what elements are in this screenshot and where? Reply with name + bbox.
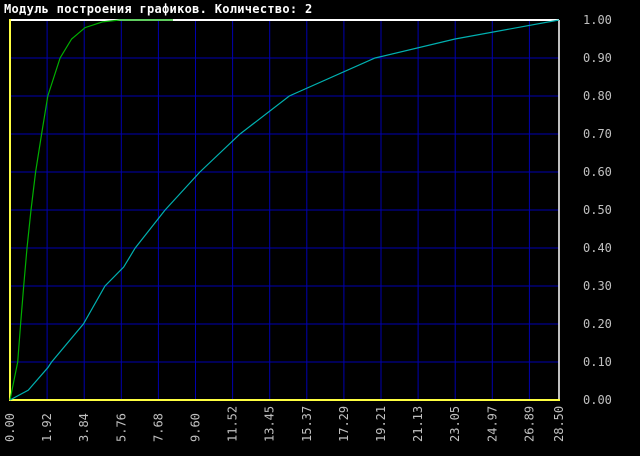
x-tick-label: 5.76 [114,413,128,442]
window-title: Модуль построения графиков. Количество: … [4,2,313,16]
x-tick-label: 3.84 [77,413,91,442]
y-tick-label: 0.40 [583,241,612,255]
x-tick-label: 13.45 [263,406,277,442]
y-tick-label: 0.60 [583,165,612,179]
y-tick-label: 0.50 [583,203,612,217]
y-tick-label: 0.90 [583,51,612,65]
y-tick-label: 1.00 [583,13,612,27]
series-line-1 [9,19,173,401]
x-tick-label: 21.13 [411,406,425,442]
y-tick-label: 0.70 [583,127,612,141]
x-tick-label: 7.68 [151,413,165,442]
x-tick-label: 15.37 [300,406,314,442]
y-tick-label: 0.30 [583,279,612,293]
y-tick-label: 0.20 [583,317,612,331]
x-tick-label: 11.52 [226,406,240,442]
y-tick-label: 0.80 [583,89,612,103]
y-tick-label: 0.10 [583,355,612,369]
x-tick-label: 17.29 [337,406,351,442]
x-tick-label: 1.92 [40,413,54,442]
y-tick-label: 0.00 [583,393,612,407]
x-tick-label: 24.97 [485,406,499,442]
x-tick-label: 0.00 [3,413,17,442]
x-tick-label: 26.89 [522,406,536,442]
x-tick-label: 19.21 [374,406,388,442]
x-tick-label: 28.50 [552,406,566,442]
series-line-2 [9,19,560,401]
x-tick-label: 9.60 [189,413,203,442]
x-tick-label: 23.05 [448,406,462,442]
